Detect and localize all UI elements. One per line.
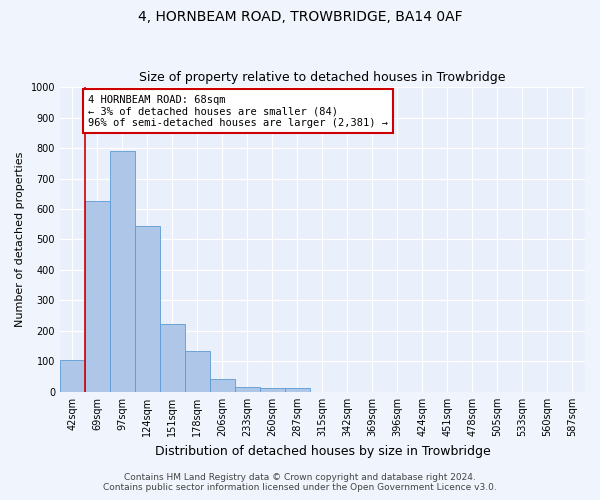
Bar [260, 388, 285, 392]
Bar [235, 386, 260, 392]
Y-axis label: Number of detached properties: Number of detached properties [15, 152, 25, 327]
Bar [60, 360, 85, 392]
Bar [285, 388, 310, 392]
X-axis label: Distribution of detached houses by size in Trowbridge: Distribution of detached houses by size … [155, 444, 490, 458]
Bar [185, 351, 210, 392]
Bar [85, 202, 110, 392]
Text: 4, HORNBEAM ROAD, TROWBRIDGE, BA14 0AF: 4, HORNBEAM ROAD, TROWBRIDGE, BA14 0AF [137, 10, 463, 24]
Text: 4 HORNBEAM ROAD: 68sqm
← 3% of detached houses are smaller (84)
96% of semi-deta: 4 HORNBEAM ROAD: 68sqm ← 3% of detached … [88, 94, 388, 128]
Text: Contains HM Land Registry data © Crown copyright and database right 2024.
Contai: Contains HM Land Registry data © Crown c… [103, 473, 497, 492]
Bar [110, 151, 135, 392]
Bar [135, 226, 160, 392]
Bar [210, 379, 235, 392]
Bar [160, 324, 185, 392]
Title: Size of property relative to detached houses in Trowbridge: Size of property relative to detached ho… [139, 72, 506, 85]
